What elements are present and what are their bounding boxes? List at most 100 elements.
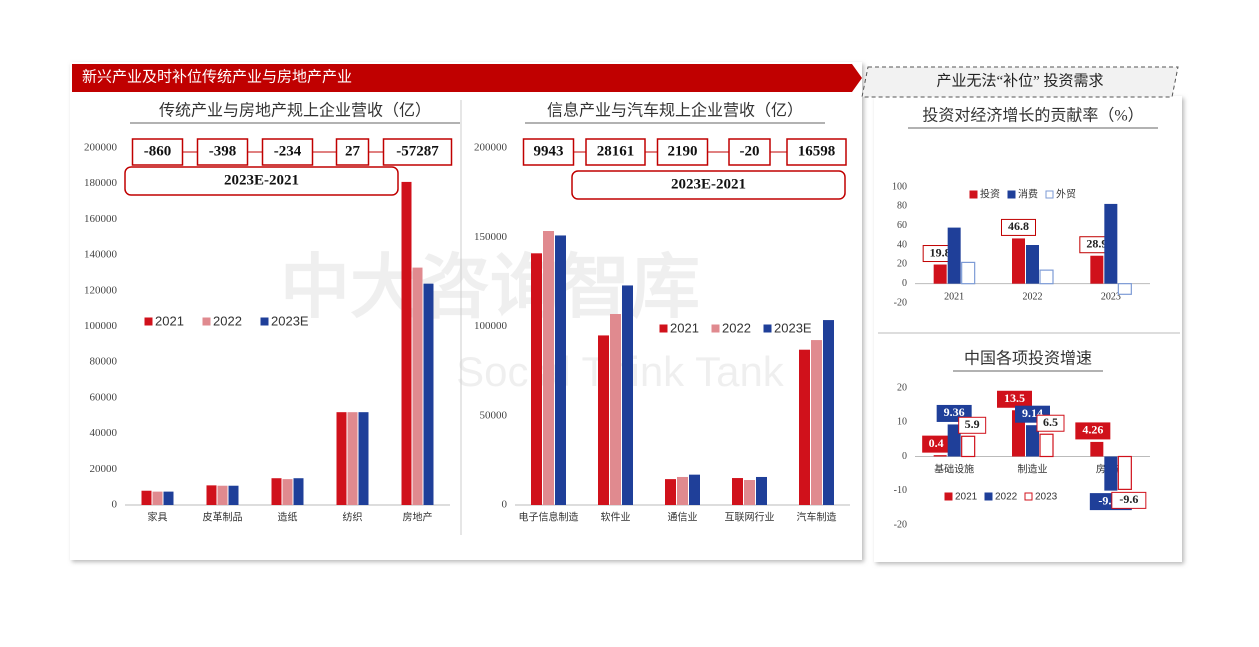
annotation-value: 16598 — [798, 143, 836, 159]
legend-label: 投资 — [980, 188, 1000, 201]
y-tick-label: 200000 — [474, 142, 508, 154]
bar — [347, 412, 358, 505]
value-label: 9.36 — [944, 405, 965, 419]
bar — [744, 480, 755, 505]
value-label: -9.6 — [1119, 492, 1138, 506]
bar — [423, 283, 434, 505]
annotation-box — [261, 138, 314, 166]
bar — [823, 320, 834, 505]
value-label: 6.5 — [1043, 415, 1058, 429]
annotation-box — [786, 138, 847, 166]
annotation-box — [335, 138, 370, 166]
x-tick-label: 家具 — [148, 510, 168, 523]
legend-swatch — [763, 324, 772, 333]
bar — [677, 476, 688, 505]
annotation-box — [522, 138, 575, 166]
x-tick-label: 造纸 — [278, 510, 298, 523]
x-tick-label: 电子信息制造 — [519, 510, 579, 523]
bar — [217, 485, 228, 505]
annotation-value: -860 — [144, 143, 172, 159]
value-label: 13.5 — [1004, 391, 1025, 405]
y-tick-label: 50000 — [480, 409, 508, 421]
chart-title: 信息产业与汽车规上企业营收（亿） — [547, 102, 803, 120]
bar — [228, 485, 239, 505]
y-tick-label: 100000 — [474, 320, 508, 332]
bar — [1090, 255, 1104, 284]
legend-swatch — [944, 492, 953, 501]
bar — [961, 435, 976, 458]
value-label-box — [1036, 414, 1065, 432]
y-tick-label: 150000 — [474, 231, 508, 243]
bar — [665, 479, 676, 505]
value-label-box — [1001, 218, 1036, 236]
y-tick-label: 0 — [902, 451, 907, 462]
x-tick-label: 制造业 — [1018, 462, 1048, 475]
bar — [1117, 455, 1132, 490]
y-tick-label: 40000 — [90, 427, 118, 439]
legend-swatch — [659, 324, 668, 333]
bar — [1026, 245, 1039, 284]
watermark-cn: 中大咨询智库 — [280, 249, 700, 327]
legend-label: 外贸 — [1056, 189, 1076, 201]
bar — [358, 412, 369, 505]
bar — [799, 349, 810, 505]
bar — [1117, 283, 1132, 295]
legend-label: 2023 — [1035, 492, 1058, 503]
left-header-band — [72, 64, 862, 92]
annotation-value: -20 — [740, 143, 760, 159]
annotation-box — [585, 138, 646, 166]
annotation-box — [728, 138, 771, 166]
bar — [933, 264, 947, 284]
x-tick-label: 通信业 — [668, 511, 698, 523]
bar — [622, 285, 633, 505]
bar — [141, 490, 152, 505]
legend-label: 消费 — [1018, 188, 1038, 201]
chart-title: 投资对经济增长的贡献率（%） — [922, 107, 1143, 125]
chart-title: 传统产业与房地产规上企业营收（亿） — [159, 102, 431, 120]
value-label: 28.9 — [1086, 236, 1107, 250]
legend-label: 2022 — [722, 320, 751, 335]
right-header-band — [861, 66, 1179, 98]
bar — [811, 340, 822, 505]
x-tick-label: 互联网行业 — [725, 510, 775, 523]
annotation-value: -57287 — [396, 143, 439, 159]
x-tick-label: 房地产 — [403, 510, 433, 523]
legend-swatch — [1045, 190, 1054, 199]
bar — [152, 491, 163, 505]
bar — [961, 261, 976, 285]
value-label: 46.8 — [1008, 219, 1029, 233]
bar — [1012, 238, 1025, 284]
x-tick-label: 皮革制品 — [203, 510, 243, 523]
value-label-box — [958, 416, 987, 434]
value-label: 5.9 — [965, 417, 980, 431]
y-tick-label: 100 — [892, 181, 907, 192]
legend-swatch — [1024, 492, 1033, 501]
legend-swatch — [1007, 190, 1016, 199]
x-tick-label: 汽车制造 — [797, 510, 837, 523]
legend-swatch — [144, 317, 153, 326]
annotation-value: 9943 — [534, 143, 564, 159]
y-tick-label: 160000 — [84, 213, 118, 225]
y-tick-label: 100000 — [84, 320, 118, 332]
bar — [933, 455, 947, 457]
bar — [1104, 456, 1118, 491]
y-tick-label: 20000 — [90, 463, 118, 475]
bar — [732, 478, 743, 505]
bar — [336, 412, 347, 505]
legend-label: 2021 — [670, 320, 699, 335]
y-tick-label: 0 — [902, 278, 907, 289]
y-tick-label: 80 — [897, 201, 907, 212]
value-label-box — [1075, 422, 1111, 440]
annotation-box — [131, 138, 184, 166]
bar — [610, 314, 621, 505]
bar — [947, 227, 961, 284]
bar — [543, 231, 554, 505]
legend-label: 2021 — [155, 313, 184, 328]
annotation-value: 2190 — [668, 143, 698, 159]
bar — [598, 335, 609, 505]
x-tick-label: 纺织 — [343, 510, 363, 523]
bar — [1104, 203, 1118, 284]
annotation-value: -234 — [274, 143, 302, 159]
y-tick-label: 60000 — [90, 391, 118, 403]
